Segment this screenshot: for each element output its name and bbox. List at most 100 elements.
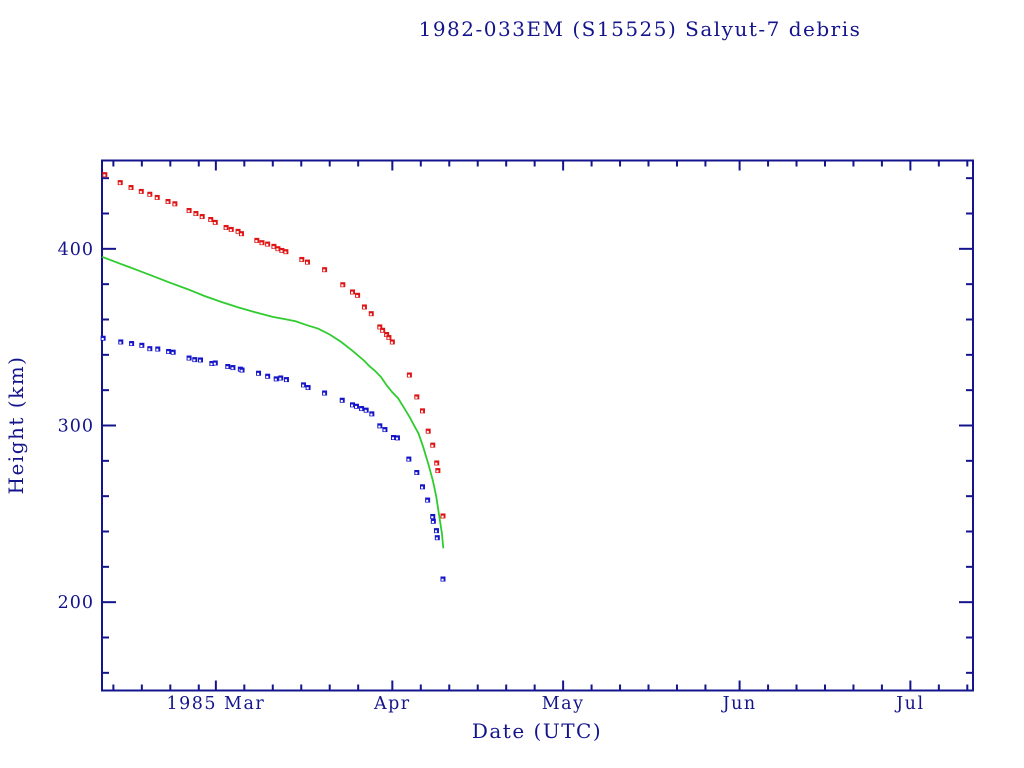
green-line-fitted-height xyxy=(101,255,445,549)
data-point-hole xyxy=(213,222,216,225)
data-point-hole xyxy=(300,259,303,262)
data-point-hole xyxy=(435,462,438,465)
data-point-hole xyxy=(229,229,232,232)
data-point-hole xyxy=(272,246,275,249)
data-point-hole xyxy=(426,499,429,502)
data-point-hole xyxy=(284,379,288,382)
data-point-hole xyxy=(224,227,227,230)
data-point-hole xyxy=(173,203,176,206)
data-point-hole xyxy=(187,210,190,213)
data-point-hole xyxy=(354,405,358,409)
x-tick-label: 1985 Mar xyxy=(166,694,265,714)
data-point-hole xyxy=(209,219,212,222)
plot-frame xyxy=(101,159,974,692)
data-point-hole xyxy=(255,240,258,243)
data-point-hole xyxy=(306,261,309,264)
data-point-hole xyxy=(239,233,243,236)
data-point-hole xyxy=(364,409,367,412)
data-point-hole xyxy=(407,374,411,377)
data-point-hole xyxy=(140,344,143,348)
data-point-hole xyxy=(130,343,133,346)
x-tick-label: Jul xyxy=(894,694,924,714)
data-point-hole xyxy=(193,359,196,362)
data-point-hole xyxy=(356,294,359,298)
data-point-hole xyxy=(155,197,158,200)
data-point-hole xyxy=(257,372,260,376)
y-tick-label: 300 xyxy=(58,417,94,437)
data-point-hole xyxy=(187,357,190,360)
data-point-hole xyxy=(302,384,305,387)
data-point-hole xyxy=(350,291,354,294)
data-point-hole xyxy=(226,366,229,369)
data-point-hole xyxy=(407,458,410,461)
data-point-hole xyxy=(360,408,363,411)
data-point-hole xyxy=(415,472,418,475)
data-point-hole xyxy=(260,242,263,245)
data-point-hole xyxy=(391,437,395,440)
chart-title: 1982-033EM (S15525) Salyut-7 debris xyxy=(418,17,862,41)
data-point-hole xyxy=(266,243,269,246)
data-point-hole xyxy=(280,250,283,253)
data-point-hole xyxy=(415,396,418,399)
data-point-hole xyxy=(370,413,373,416)
data-point-hole xyxy=(369,313,372,316)
data-point-hole xyxy=(194,213,197,216)
data-point-hole xyxy=(434,530,438,533)
data-point-hole xyxy=(274,378,277,381)
data-point-hole xyxy=(266,375,269,379)
data-point-hole xyxy=(148,193,151,197)
data-point-hole xyxy=(166,201,169,204)
data-point-hole xyxy=(383,429,386,432)
data-point-hole xyxy=(171,351,174,354)
data-point-hole xyxy=(341,284,344,287)
data-point-hole xyxy=(431,444,434,447)
data-point-hole xyxy=(231,367,234,370)
x-tick-label: Jun xyxy=(721,694,757,714)
data-point-hole xyxy=(139,191,142,194)
data-point-hole xyxy=(129,187,132,190)
data-point-hole xyxy=(103,174,106,177)
x-axis-title: Date (UTC) xyxy=(471,719,603,743)
x-tick-label: May xyxy=(542,694,585,714)
data-point-hole xyxy=(362,306,366,309)
data-point-hole xyxy=(431,516,434,519)
data-point-hole xyxy=(279,377,282,380)
data-point-hole xyxy=(167,351,170,354)
data-point-hole xyxy=(284,251,287,254)
data-point-hole xyxy=(431,520,434,524)
data-point-hole xyxy=(436,470,439,473)
data-point-hole xyxy=(119,341,122,344)
data-point-hole xyxy=(385,334,388,337)
data-point-hole xyxy=(421,486,424,489)
data-point-hole xyxy=(378,425,381,428)
y-tick-label: 200 xyxy=(58,593,94,613)
data-point-hole xyxy=(210,363,213,366)
data-point-hole xyxy=(276,248,279,251)
data-point-hole xyxy=(240,369,243,372)
data-point-hole xyxy=(421,410,424,413)
data-point-hole xyxy=(441,578,444,581)
data-point-hole xyxy=(395,437,399,440)
data-point-hole xyxy=(378,326,381,329)
data-point-hole xyxy=(435,537,438,540)
data-point-hole xyxy=(323,269,326,272)
data-point-hole xyxy=(350,404,354,407)
data-point-hole xyxy=(426,430,429,433)
data-point-hole xyxy=(200,216,203,219)
data-point-hole xyxy=(323,392,326,395)
data-point-hole xyxy=(390,341,393,344)
data-point-hole xyxy=(101,337,104,341)
x-tick-label: Apr xyxy=(373,694,411,714)
y-tick-label: 400 xyxy=(58,240,94,260)
data-point-hole xyxy=(156,348,159,351)
data-point-hole xyxy=(236,231,239,234)
data-point-hole xyxy=(118,182,121,185)
data-point-hole xyxy=(148,348,151,351)
data-point-hole xyxy=(213,362,216,365)
data-point-hole xyxy=(381,329,384,333)
data-point-hole xyxy=(441,515,444,518)
data-point-hole xyxy=(198,359,202,362)
data-point-hole xyxy=(387,337,390,340)
